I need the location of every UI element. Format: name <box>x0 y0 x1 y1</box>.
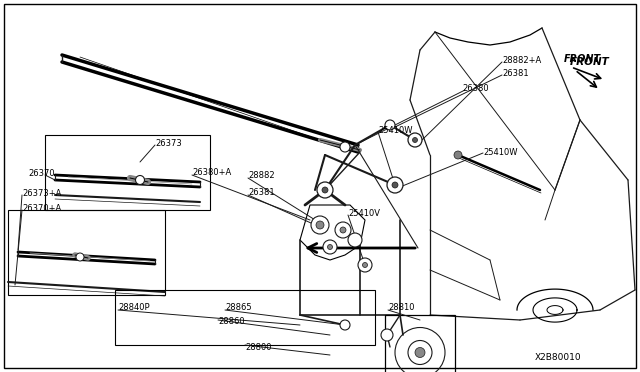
Circle shape <box>340 142 350 152</box>
Circle shape <box>362 263 367 267</box>
Text: 28810: 28810 <box>388 304 415 312</box>
Circle shape <box>348 233 362 247</box>
Circle shape <box>454 151 462 159</box>
Circle shape <box>322 187 328 193</box>
Text: 26381: 26381 <box>248 187 275 196</box>
Text: FRONT: FRONT <box>564 54 601 64</box>
Circle shape <box>408 133 422 147</box>
Text: 28882: 28882 <box>248 170 275 180</box>
Circle shape <box>340 320 350 330</box>
Circle shape <box>340 227 346 233</box>
Circle shape <box>328 244 333 250</box>
Circle shape <box>358 258 372 272</box>
Text: 25410W: 25410W <box>483 148 518 157</box>
Text: 26370: 26370 <box>28 169 54 177</box>
Circle shape <box>413 138 417 142</box>
Text: 26370+A: 26370+A <box>22 203 61 212</box>
Text: FRONT: FRONT <box>570 57 610 67</box>
Text: 26380: 26380 <box>462 83 488 93</box>
Circle shape <box>317 182 333 198</box>
Text: 26380+A: 26380+A <box>192 167 231 176</box>
Circle shape <box>311 216 329 234</box>
Text: 28865: 28865 <box>225 304 252 312</box>
Circle shape <box>323 240 337 254</box>
Text: 28860: 28860 <box>218 317 244 327</box>
Circle shape <box>335 222 351 238</box>
Text: 25410W: 25410W <box>378 125 413 135</box>
Circle shape <box>392 182 398 188</box>
Text: 25410V: 25410V <box>348 208 380 218</box>
Text: 28882+A: 28882+A <box>502 55 541 64</box>
Text: 28840P: 28840P <box>118 304 150 312</box>
Text: 26373: 26373 <box>155 138 182 148</box>
Text: 26381: 26381 <box>502 68 529 77</box>
Circle shape <box>385 120 395 130</box>
Circle shape <box>76 253 84 261</box>
Circle shape <box>387 177 403 193</box>
Text: X2B80010: X2B80010 <box>535 353 582 362</box>
Circle shape <box>381 329 393 341</box>
Text: 26373+A: 26373+A <box>22 189 61 198</box>
Circle shape <box>316 221 324 229</box>
Circle shape <box>136 176 145 185</box>
Text: 28800: 28800 <box>245 343 271 353</box>
Circle shape <box>415 347 425 357</box>
